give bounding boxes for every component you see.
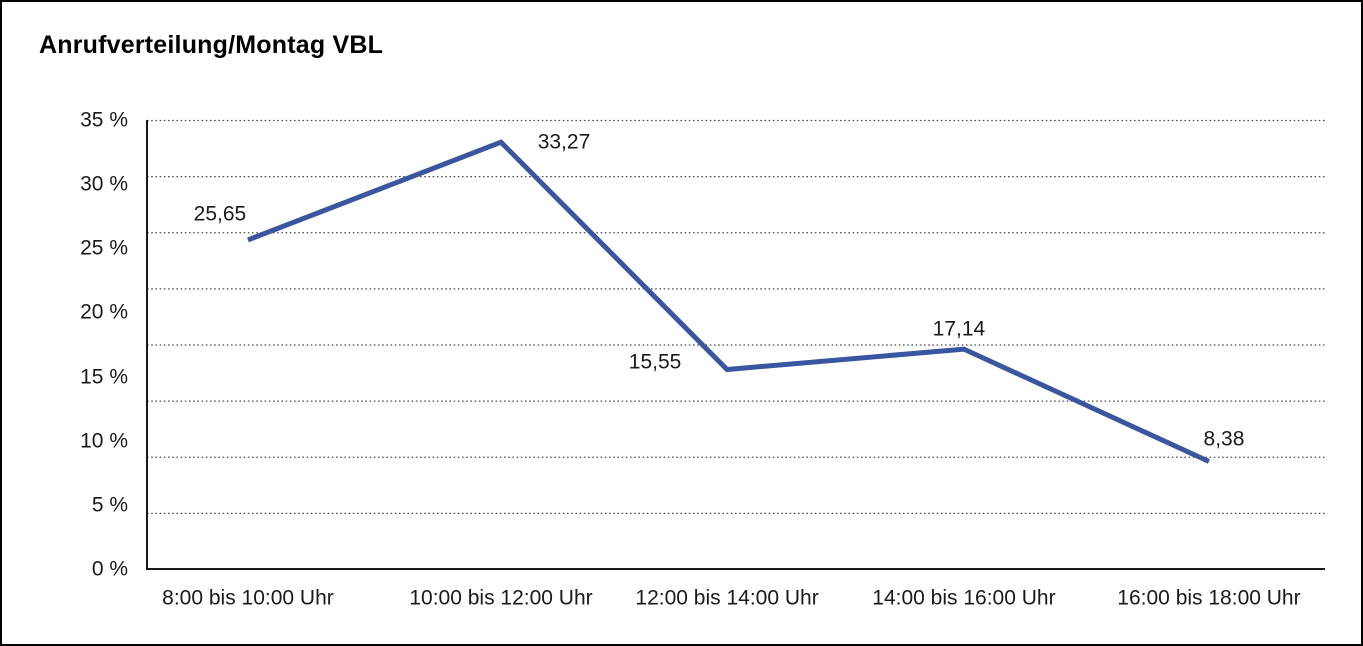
data-point-label: 15,55 (628, 350, 682, 374)
x-axis-category-label: 16:00 bis 18:00 Uhr (1117, 586, 1301, 610)
y-axis-tick-label: 30 % (80, 172, 128, 196)
x-axis-category-label: 10:00 bis 12:00 Uhr (409, 586, 593, 610)
x-axis-category-label: 8:00 bis 10:00 Uhr (162, 586, 334, 610)
y-axis-tick-label: 15 % (80, 365, 128, 389)
x-axis-category-label: 12:00 bis 14:00 Uhr (635, 586, 819, 610)
y-axis-tick-label: 0 % (91, 557, 128, 581)
data-point-label: 25,65 (193, 202, 247, 226)
data-point-label: 33,27 (537, 130, 591, 154)
y-axis-tick-label: 20 % (80, 300, 128, 324)
y-axis-tick-label: 10 % (80, 429, 128, 453)
y-axis-tick-label: 5 % (91, 493, 128, 517)
y-axis-tick-label: 35 % (80, 108, 128, 132)
data-series-line (247, 139, 1211, 464)
data-point-label: 8,38 (1203, 427, 1245, 451)
y-axis-tick-label: 25 % (80, 236, 128, 260)
chart-title: Anrufverteilung/Montag VBL (39, 31, 384, 59)
data-point-label: 17,14 (932, 317, 986, 341)
x-axis-category-label: 14:00 bis 16:00 Uhr (872, 586, 1056, 610)
